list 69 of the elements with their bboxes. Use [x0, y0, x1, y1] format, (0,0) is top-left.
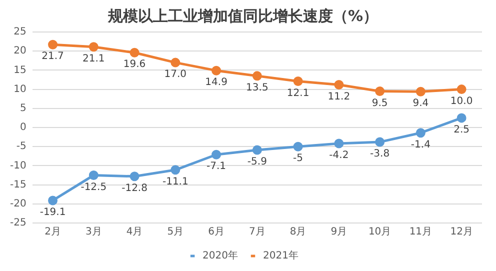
data-label: 19.6: [123, 59, 146, 70]
point: [48, 196, 58, 206]
y-tick-label: 10: [14, 84, 26, 95]
point: [88, 170, 98, 180]
x-tick-label: 12月: [450, 226, 473, 238]
y-tick-label: 15: [14, 64, 26, 76]
y-tick-label: -10: [10, 160, 26, 172]
x-tick-label: 2月: [44, 226, 61, 238]
point: [88, 42, 98, 52]
legend-label: 2021年: [263, 250, 298, 262]
y-tick-label: 20: [14, 46, 26, 57]
point: [170, 165, 180, 175]
data-label: -12.5: [80, 182, 107, 193]
x-tick-label: 6月: [208, 226, 224, 238]
y-tick-label: 25: [14, 26, 26, 38]
chart-title: 规模以上工业增加值同比增长速度（%）: [106, 6, 378, 25]
point: [130, 48, 140, 58]
data-label: 17.0: [164, 69, 187, 80]
data-label: 10.0: [450, 96, 473, 107]
data-label: 13.5: [246, 82, 268, 94]
data-label: 2.5: [454, 124, 470, 136]
data-label: 12.1: [286, 88, 310, 99]
data-label: -5.9: [247, 156, 267, 168]
legend-label: 2020年: [202, 250, 238, 262]
y-tick-label: 0: [20, 122, 26, 134]
point: [252, 145, 262, 155]
point: [293, 142, 303, 152]
y-tick-label: -25: [10, 218, 26, 229]
data-label: -3.8: [370, 148, 390, 160]
point: [334, 80, 344, 90]
point: [212, 66, 222, 76]
data-label: 9.4: [412, 98, 429, 110]
x-tick-label: 8月: [290, 226, 306, 238]
point: [130, 172, 140, 182]
x-tick-label: 7月: [248, 226, 266, 238]
y-tick-label: -5: [16, 141, 26, 152]
data-label: 9.5: [372, 98, 388, 109]
point: [48, 40, 58, 50]
data-label: -12.8: [122, 182, 148, 194]
data-label: 21.1: [82, 53, 105, 64]
data-label: -4.2: [329, 150, 349, 162]
point: [416, 86, 426, 96]
data-label: -19.1: [40, 207, 66, 218]
point: [212, 150, 222, 160]
x-tick-label: 9月: [330, 226, 348, 238]
x-tick-label: 4月: [126, 226, 143, 238]
data-label: -1.4: [410, 139, 430, 150]
x-tick-label: 11月: [409, 226, 432, 238]
y-tick-label: -15: [10, 179, 26, 190]
point: [252, 71, 262, 81]
data-label: -5: [293, 153, 304, 164]
data-label: 11.2: [328, 91, 350, 102]
data-label: 14.9: [205, 77, 228, 88]
point: [334, 138, 344, 148]
point: [456, 84, 466, 94]
data-label: -11.1: [162, 176, 188, 188]
data-label: -7.1: [206, 161, 226, 172]
point: [170, 58, 180, 68]
point: [416, 128, 426, 138]
point: [375, 86, 385, 96]
point: [375, 137, 385, 147]
point: [293, 76, 303, 86]
data-label: 21.7: [42, 51, 64, 62]
point: [456, 113, 466, 123]
y-tick-label: 5: [20, 102, 26, 114]
y-tick-label: -20: [10, 198, 26, 210]
x-tick-label: 3月: [85, 226, 102, 238]
x-tick-label: 10月: [368, 226, 392, 238]
x-tick-label: 5月: [167, 226, 184, 238]
